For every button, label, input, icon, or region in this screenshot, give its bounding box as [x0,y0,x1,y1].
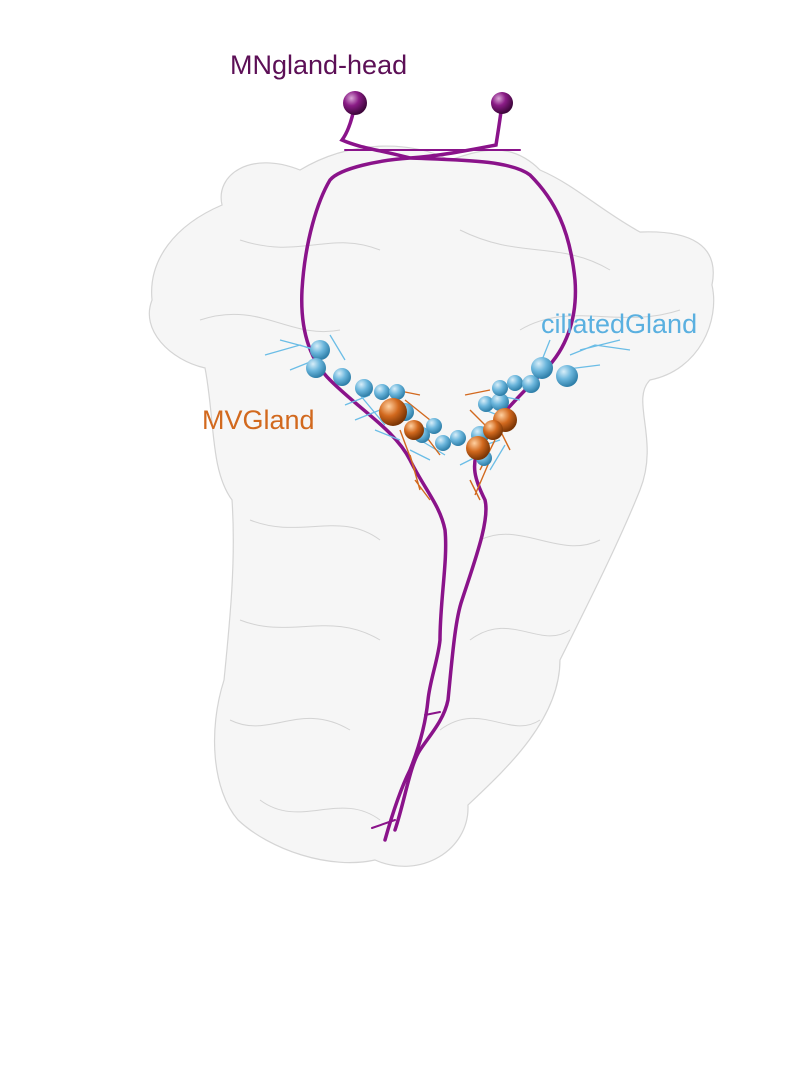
ciliated-soma [556,365,578,387]
mv-soma [404,420,424,440]
ciliated-soma [435,435,451,451]
ciliated-soma [426,418,442,434]
ciliated-soma [389,384,405,400]
mngland-head-label: MNgland-head [230,50,408,80]
mv-gland-label: MVGland [202,405,315,435]
mv-gland-somata [379,398,517,460]
ciliated-soma [491,393,509,411]
ciliated-gland-label: ciliatedGland [541,309,698,339]
ciliated-soma [333,368,351,386]
mngland-neurite-branch [344,149,521,829]
ciliated-soma [450,430,466,446]
ciliated-soma [374,384,390,400]
ciliated-soma [306,358,326,378]
mngland-soma-left [343,91,367,115]
ciliated-soma [310,340,330,360]
body-inner-contours [199,229,681,821]
mv-soma [466,436,490,460]
mngland-neurites [300,102,578,842]
body-outline [148,145,715,867]
mngland-soma-right [491,92,513,114]
ciliated-arbor-left [264,334,446,461]
ciliated-soma [531,357,553,379]
ciliated-soma [355,379,373,397]
mv-arbor-left [394,389,441,501]
mv-soma [483,420,503,440]
ciliated-soma [522,375,540,393]
ciliated-soma [492,380,508,396]
ciliated-soma [507,375,523,391]
mngland-neurite-right [393,102,578,832]
body-silhouette [148,145,715,867]
ciliated-soma [478,396,494,412]
mv-soma [379,398,407,426]
